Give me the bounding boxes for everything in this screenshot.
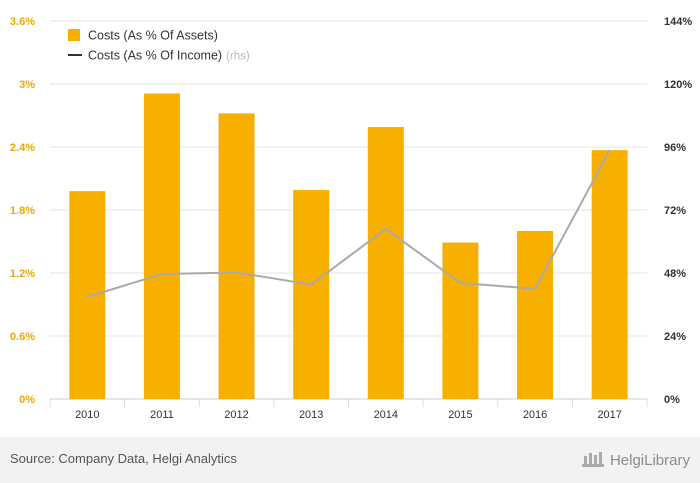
y-left-tick-label: 1.2% [10,268,35,280]
y-left-tick-label: 0% [19,394,35,406]
bar [293,190,330,399]
x-tick-label: 2014 [374,409,398,421]
bar [69,191,106,399]
grid-lines [49,20,648,407]
legend-swatch-bar [68,29,80,41]
legend-label-bar: Costs (As % Of Assets) [88,29,218,43]
y-right-tick-label: 48% [664,268,686,280]
legend-line-name: Costs (As % Of Income) [88,49,222,63]
y-left-tick-label: 0.6% [10,331,35,343]
y-right-tick-label: 0% [664,394,680,406]
y-right-tick-label: 24% [664,331,686,343]
legend: Costs (As % Of Assets) Costs (As % Of In… [68,29,250,63]
logo-text: HelgiLibrary [609,451,690,469]
y-right-tick-label: 72% [664,205,686,217]
y-left-tick-label: 3.6% [10,16,35,28]
helgi-library-logo: HelgiLibrary [580,447,690,473]
chart-svg: 0% 0% 0.6% 24% 1.2% 48% 1.8% 72% 2.4% 96% 3% 120% 3.… [10,16,692,421]
bar [591,150,628,399]
bar [442,242,479,399]
x-tick-label: 2016 [523,409,547,421]
legend-label-line: Costs (As % Of Income) (rhs) [88,49,250,63]
y-right-tick-label: 96% [664,142,686,154]
y-left-tick-label: 1.8% [10,205,35,217]
bar-series [69,93,628,400]
x-tick-label: 2010 [75,409,99,421]
y-left-tick-label: 2.4% [10,142,35,154]
x-tick-label: 2013 [299,409,323,421]
footer: Source: Company Data, Helgi Analytics He… [0,437,700,483]
line-series [87,149,611,298]
source-text: Source: Company Data, Helgi Analytics [10,451,237,466]
legend-line-suffix: (rhs) [226,51,250,63]
x-tick-label: 2012 [224,409,248,421]
x-tick-label: 2017 [597,409,621,421]
x-tick-label: 2011 [150,409,174,421]
y-right-tick-label: 144% [664,16,692,28]
bar [143,93,180,399]
bar [367,127,404,400]
bar [218,113,255,400]
axes: 0% 0% 0.6% 24% 1.2% 48% 1.8% 72% 2.4% 96% 3% 120% 3.… [10,16,692,421]
y-right-tick-label: 120% [664,79,692,91]
x-tick-label: 2015 [448,409,472,421]
library-building-icon [581,452,604,467]
y-left-tick-label: 3% [19,79,35,91]
bar [517,231,554,399]
line-series-path [87,149,611,298]
